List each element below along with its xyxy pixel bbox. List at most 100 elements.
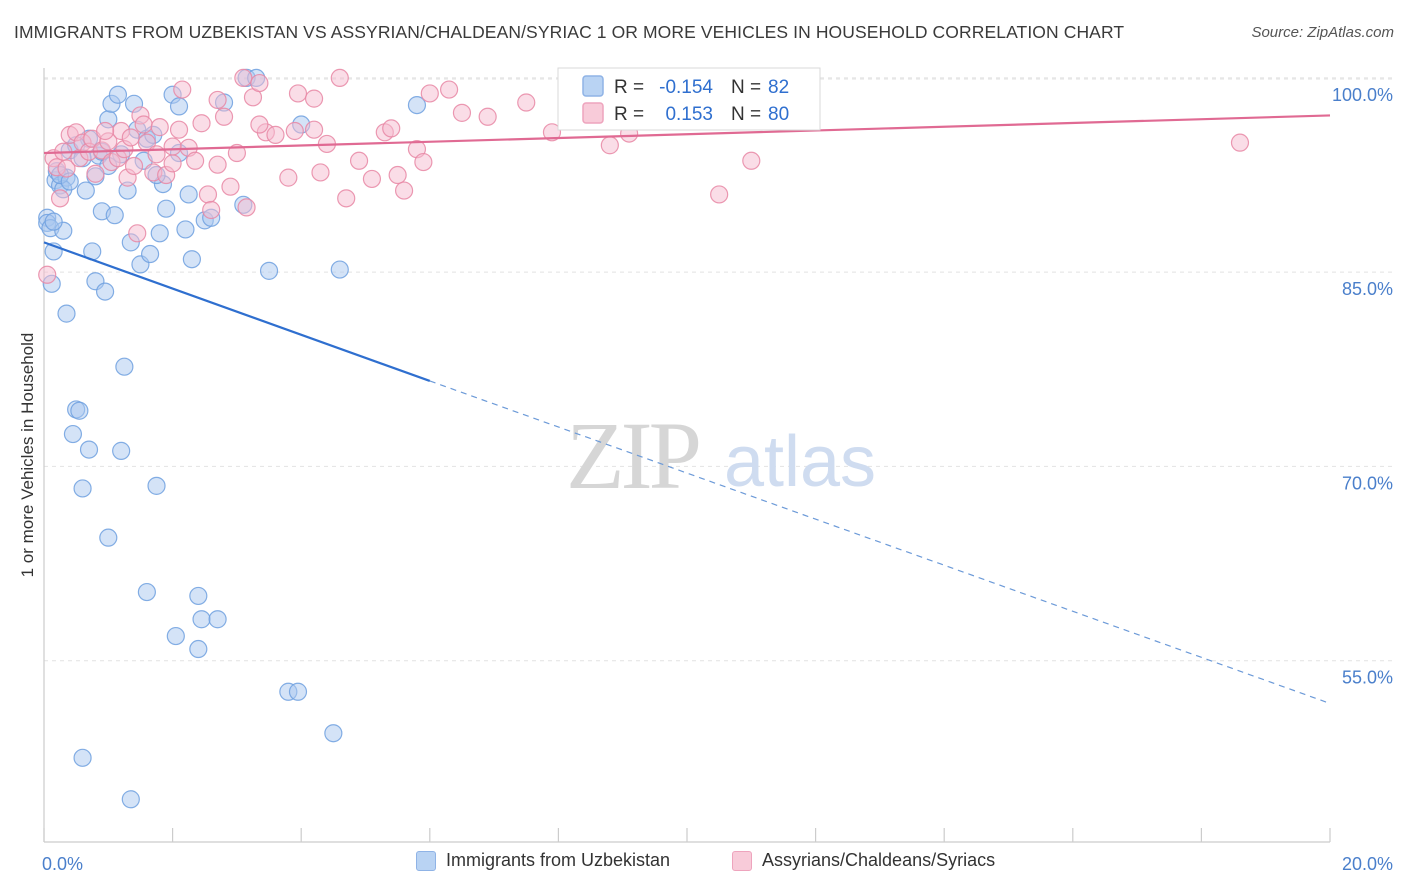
data-point (186, 151, 205, 170)
trend-line-assyrian (43, 114, 1331, 155)
data-point (439, 80, 459, 99)
zipatlas-watermark: ZIP atlas (566, 402, 876, 509)
y-tick-label: 100.0% (1332, 85, 1393, 105)
axes (43, 68, 1331, 843)
data-point (330, 260, 349, 279)
y-tick-label: 70.0% (1342, 473, 1393, 493)
y-tick-label: 55.0% (1342, 668, 1393, 688)
data-point (189, 586, 208, 606)
data-point (1230, 133, 1250, 152)
data-point (452, 103, 472, 122)
data-point (600, 136, 619, 155)
legend-swatch (582, 75, 604, 97)
legend: R = -0.154 N = 82 R = 0.153 N = 80 (557, 67, 821, 131)
data-point (176, 220, 195, 239)
trend-line-uzbekistan-extension (429, 380, 1331, 704)
tick-labels: 100.0% 85.0% 70.0% 55.0% 0.0% 20.0% (42, 85, 1393, 874)
data-point (407, 95, 427, 115)
data-point (79, 440, 99, 459)
data-point (478, 107, 497, 126)
trend-lines (43, 114, 1331, 704)
data-point (73, 479, 92, 498)
data-point (95, 121, 115, 141)
data-point (202, 200, 221, 220)
legend-n-label: N = (731, 104, 761, 125)
data-point (259, 261, 279, 280)
data-point (198, 185, 218, 204)
legend-n-value: 82 (768, 77, 789, 98)
legend-swatch-assyrian (732, 850, 752, 871)
data-point (208, 610, 227, 629)
watermark-atlas: atlas (724, 422, 876, 502)
data-point (542, 123, 562, 142)
data-point (208, 90, 227, 110)
data-point (279, 168, 298, 187)
data-point (57, 304, 76, 323)
data-point (250, 73, 269, 93)
data-point (157, 199, 176, 218)
data-point (517, 93, 536, 112)
data-point (38, 265, 57, 284)
data-point (330, 68, 349, 88)
data-point (214, 107, 234, 126)
data-point (266, 125, 285, 144)
data-point (192, 114, 211, 133)
legend-n-label: N = (731, 77, 761, 98)
data-point (150, 118, 169, 137)
gridlines (44, 77, 1392, 662)
data-point (311, 163, 330, 182)
data-point (304, 89, 324, 108)
data-point (208, 155, 227, 174)
data-point (124, 156, 144, 176)
data-point (115, 357, 134, 376)
data-point (710, 185, 729, 204)
data-point (382, 119, 401, 138)
data-point (57, 159, 76, 178)
bottom-legend-label-assyrian: Assyrians/Chaldeans/Syriacs (762, 850, 996, 870)
legend-r-label: R = (614, 104, 644, 125)
data-point (50, 189, 70, 208)
legend-r-label: R = (614, 77, 644, 98)
data-point (288, 84, 308, 103)
data-point (362, 169, 382, 189)
data-point (121, 790, 140, 809)
data-point (166, 626, 185, 646)
data-point (163, 137, 182, 156)
data-point (137, 582, 156, 602)
data-point (147, 145, 166, 164)
data-point (189, 639, 208, 659)
data-point (324, 724, 343, 743)
series-assyrian-points (38, 68, 1250, 284)
data-point (394, 181, 414, 200)
data-point (140, 244, 160, 264)
legend-r-value: 0.153 (665, 104, 713, 125)
data-point (169, 97, 189, 116)
legend-swatch (582, 102, 604, 124)
x-tick-label: 0.0% (42, 854, 83, 874)
data-point (182, 250, 201, 269)
data-point (86, 164, 105, 183)
legend-swatch-uzbekistan (416, 850, 436, 871)
legend-n-value: 80 (768, 104, 789, 125)
data-point (112, 441, 131, 460)
chart-title: IMMIGRANTS FROM UZBEKISTAN VS ASSYRIAN/C… (14, 22, 1125, 42)
data-point (742, 151, 761, 170)
data-point (73, 748, 92, 767)
data-point (150, 224, 169, 243)
trend-line-uzbekistan (43, 241, 431, 382)
data-point (137, 133, 156, 152)
data-point (70, 401, 89, 420)
watermark-zip: ZIP (566, 402, 699, 509)
bottom-legend: Immigrants from Uzbekistan Assyrians/Cha… (0, 850, 1406, 880)
data-point (108, 85, 128, 104)
data-point (192, 610, 211, 629)
data-point (173, 80, 192, 99)
data-point (285, 121, 304, 141)
data-point (147, 476, 166, 495)
data-point (105, 206, 124, 225)
data-point (227, 143, 246, 163)
data-point (76, 181, 95, 200)
legend-r-value: -0.154 (659, 77, 713, 98)
data-point (169, 120, 189, 139)
